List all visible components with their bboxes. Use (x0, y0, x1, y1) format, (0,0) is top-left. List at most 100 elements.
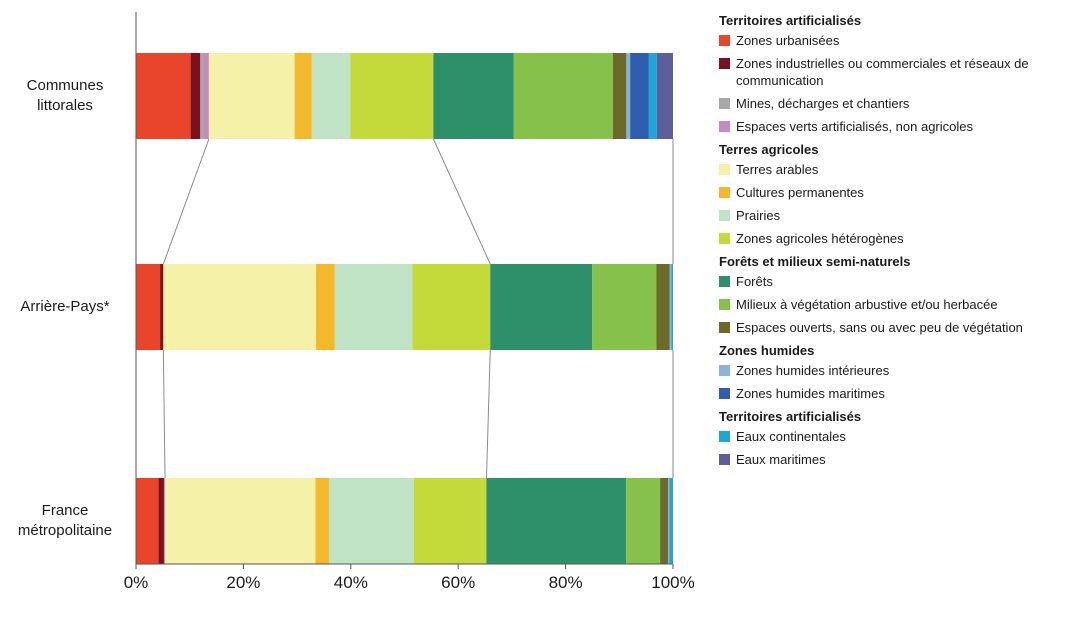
x-tick-label: 0% (124, 573, 149, 592)
legend-item: Cultures permanentes (719, 184, 1065, 201)
bar-segment (630, 53, 649, 139)
bar-segment (668, 478, 670, 564)
bar-segment (136, 264, 161, 350)
legend-label: Eaux continentales (736, 429, 846, 444)
legend-swatch (719, 299, 730, 310)
legend-label: Zones humides maritimes (736, 386, 885, 401)
legend-group: Territoires artificialisés Zones urbanisé… (705, 12, 1065, 135)
bar-segment (669, 478, 673, 564)
category-label: Arrière-Pays* (20, 298, 110, 315)
bar-segment (648, 53, 657, 139)
bar-segment (294, 53, 312, 139)
bar-segment (671, 264, 673, 350)
bar-segment (163, 478, 165, 564)
legend-swatch (719, 58, 730, 69)
legend-group: Forêts et milieux semi-naturels Forêts Mil… (705, 253, 1065, 336)
legend-item: Prairies (719, 207, 1065, 224)
bar-segment (413, 478, 487, 564)
legend-swatch (719, 233, 730, 244)
bar-segment (164, 478, 166, 564)
bar-segment (136, 53, 191, 139)
bar-segment (208, 53, 295, 139)
bar-segment (190, 53, 201, 139)
bar-segment (626, 478, 661, 564)
legend-swatch (719, 454, 730, 465)
stacked-bar-chart: 0% 20% 40% 60% 80% 100% (124, 12, 695, 592)
legend-swatch (719, 388, 730, 399)
legend-swatch (719, 210, 730, 221)
bar-segment (311, 53, 351, 139)
legend-item: Mines, décharges et chantiers (719, 95, 1065, 112)
x-tick-label: 20% (226, 573, 260, 592)
legend-label: Zones industrielles ou commerciales et r… (736, 56, 1029, 88)
legend-item: Terres arables (719, 161, 1065, 178)
legend-swatch (719, 121, 730, 132)
bar-segment (136, 478, 159, 564)
bar-segment (158, 478, 164, 564)
x-tick-label: 60% (441, 573, 475, 592)
legend-swatch (719, 187, 730, 198)
bar-segment (656, 264, 670, 350)
bar-segment (592, 264, 657, 350)
legend-label: Milieux à végétation arbustive et/ou her… (736, 297, 998, 312)
connector-line (162, 349, 166, 479)
legend-group-title: Territoires artificialisés (719, 13, 862, 28)
legend-group: Zones humides Zones humides intérieures Zo… (705, 342, 1065, 402)
category-label: France métropolitaine (17, 502, 113, 539)
bar-segment (328, 478, 414, 564)
legend-swatch (719, 276, 730, 287)
legend-swatch (719, 164, 730, 175)
bar-segment (669, 478, 670, 564)
legend: Territoires artificialisés Zones urbanisé… (705, 12, 1065, 474)
bar-segment (160, 264, 164, 350)
bar-segment (315, 478, 329, 564)
legend-item: Zones humides intérieures (719, 362, 1065, 379)
bar-segment (334, 264, 413, 350)
legend-group-title: Terres agricoles (719, 142, 819, 157)
legend-item: Zones humides maritimes (719, 385, 1065, 402)
legend-item: Milieux à végétation arbustive et/ou her… (719, 296, 1065, 313)
legend-label: Zones agricoles hétérogènes (736, 231, 904, 246)
bar-segment (486, 478, 627, 564)
legend-label: Cultures permanentes (736, 185, 864, 200)
bar-segment (412, 264, 491, 350)
legend-label: Eaux maritimes (736, 452, 826, 467)
category-label: Communes littorales (26, 77, 104, 114)
bar-segment (350, 53, 434, 139)
legend-item: Zones urbanisées (719, 32, 1065, 49)
legend-group-title: Zones humides (719, 343, 815, 358)
legend-item: Espaces verts artificialisés, non agrico… (719, 118, 1065, 135)
bar-segment (163, 264, 317, 350)
bar-segment (669, 264, 672, 350)
x-tick-label: 80% (549, 573, 583, 592)
legend-label: Prairies (736, 208, 781, 223)
legend-label: Mines, décharges et chantiers (736, 96, 910, 111)
bar-segment (203, 53, 209, 139)
bar-segment (490, 264, 593, 350)
bar-segment (513, 53, 613, 139)
legend-group-title: Forêts et milieux semi-naturels (719, 254, 911, 269)
legend-label: Zones urbanisées (736, 33, 840, 48)
legend-swatch (719, 322, 730, 333)
legend-item: Espaces ouverts, sans ou avec peu de vég… (719, 319, 1065, 336)
legend-label: Forêts (736, 274, 773, 289)
connector-line (162, 138, 210, 265)
legend-label: Zones humides intérieures (736, 363, 890, 378)
legend-swatch (719, 98, 730, 109)
bar-segment (165, 478, 316, 564)
legend-item: Zones agricoles hétérogènes (719, 230, 1065, 247)
connector-line (432, 138, 491, 265)
bar-segment (626, 53, 631, 139)
bar-segment (316, 264, 335, 350)
x-tick-label: 40% (334, 573, 368, 592)
bar-segment (433, 53, 514, 139)
legend-item: Eaux continentales (719, 428, 1065, 445)
legend-group-title: Territoires artificialisés (719, 409, 862, 424)
legend-group: Territoires artificialisés Eaux continent… (705, 408, 1065, 468)
bar-segment (612, 53, 627, 139)
legend-swatch (719, 431, 730, 442)
legend-swatch (719, 365, 730, 376)
legend-label: Espaces verts artificialisés, non agrico… (736, 119, 973, 134)
legend-item: Eaux maritimes (719, 451, 1065, 468)
legend-item: Zones industrielles ou commerciales et r… (719, 55, 1065, 89)
